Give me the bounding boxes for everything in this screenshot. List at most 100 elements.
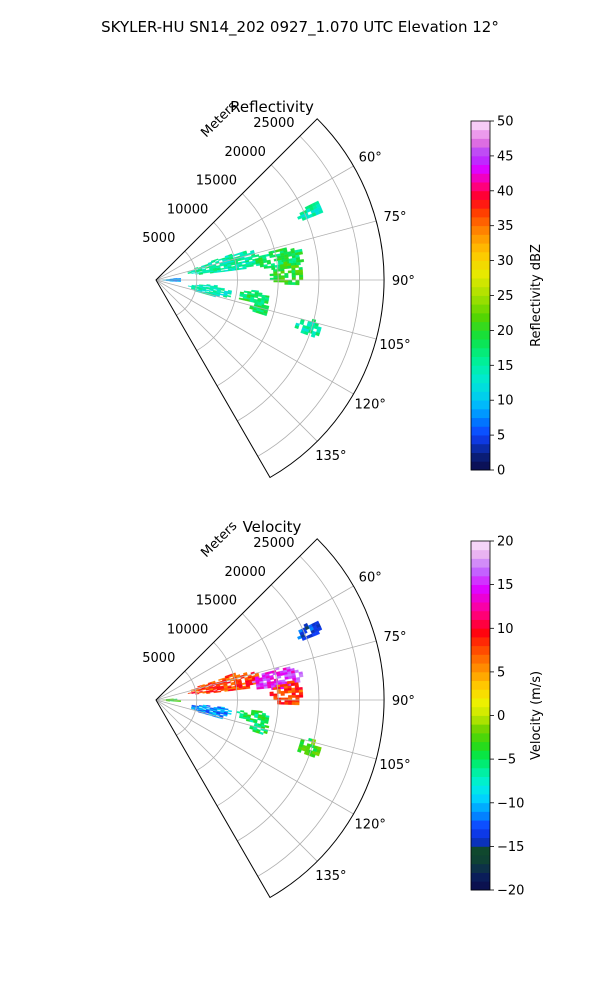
theta-grid-line bbox=[155, 585, 354, 701]
colorbar-tick-label: 25 bbox=[497, 289, 514, 304]
theta-grid-line bbox=[155, 279, 354, 395]
colorbar-band bbox=[471, 837, 490, 847]
echo-cell bbox=[295, 694, 300, 698]
echo-cell bbox=[250, 713, 255, 716]
echo-cell bbox=[294, 325, 300, 330]
figure-suptitle: SKYLER-HU SN14_202 0927_1.070 UTC Elevat… bbox=[101, 18, 499, 37]
colorbar-band bbox=[471, 278, 490, 288]
range-ring bbox=[216, 193, 279, 387]
echo-region bbox=[294, 318, 322, 338]
echo-cell bbox=[226, 295, 232, 298]
echo-cell bbox=[295, 272, 300, 276]
echo-cell bbox=[173, 278, 178, 279]
echo-cell bbox=[265, 253, 270, 257]
theta-tick-label: 120° bbox=[355, 398, 386, 413]
theta-grid-line bbox=[155, 699, 377, 760]
colorbar-band bbox=[471, 461, 490, 471]
echo-cell bbox=[223, 714, 228, 717]
echo-cell bbox=[263, 730, 268, 735]
echo-cell bbox=[169, 280, 174, 282]
echo-cell bbox=[254, 715, 259, 719]
echo-cell bbox=[173, 280, 178, 282]
echo-cell bbox=[263, 686, 268, 689]
colorbar-band bbox=[471, 706, 490, 716]
echo-cell bbox=[266, 261, 272, 265]
velocity-title: Velocity bbox=[243, 518, 302, 536]
echo-cell bbox=[284, 282, 289, 285]
range-tick-label: 15000 bbox=[196, 174, 237, 189]
colorbar-band bbox=[471, 347, 490, 357]
echo-cell bbox=[173, 698, 178, 700]
range-ring bbox=[216, 613, 279, 807]
colorbar-band bbox=[471, 549, 490, 559]
colorbar-tick-label: 20 bbox=[497, 324, 514, 339]
echo-cell bbox=[219, 293, 224, 296]
colorbar-band bbox=[471, 251, 490, 262]
theta-grid-line bbox=[155, 279, 377, 340]
echo-cell bbox=[243, 290, 248, 294]
echo-cell bbox=[258, 710, 263, 714]
colorbar-band bbox=[471, 234, 490, 244]
echo-cell bbox=[295, 282, 300, 286]
colorbar-band bbox=[471, 173, 490, 183]
colorbar-label: Velocity (m/s) bbox=[529, 671, 544, 760]
echo-cell bbox=[297, 748, 302, 753]
echo-cell bbox=[257, 717, 262, 721]
echo-cell bbox=[241, 682, 246, 685]
colorbar-tick-label: 5 bbox=[497, 429, 505, 444]
echo-cell bbox=[298, 689, 303, 693]
echo-cell bbox=[169, 698, 174, 700]
colorbar-band bbox=[471, 400, 490, 410]
echo-cell bbox=[264, 725, 270, 729]
echo-cell bbox=[291, 692, 296, 696]
colorbar-band bbox=[471, 391, 490, 401]
echo-cell bbox=[291, 687, 296, 691]
echo-cell bbox=[287, 270, 292, 274]
echo-cell bbox=[299, 259, 305, 263]
echo-cell bbox=[242, 687, 247, 690]
echo-cell bbox=[299, 694, 304, 698]
colorbar-band bbox=[471, 645, 490, 655]
echo-region bbox=[297, 200, 324, 221]
colorbar-band bbox=[471, 802, 490, 812]
echo-cell bbox=[198, 273, 204, 275]
range-ring bbox=[237, 584, 320, 842]
theta-grid-line bbox=[155, 165, 354, 281]
colorbar-tick-label: 10 bbox=[497, 622, 514, 637]
echo-cell bbox=[276, 691, 281, 694]
echo-cell bbox=[227, 292, 232, 295]
echo-cell bbox=[284, 676, 289, 680]
echo-cell bbox=[296, 262, 301, 266]
colorbar-tick-label: 40 bbox=[497, 184, 514, 199]
echo-region bbox=[238, 289, 270, 306]
echo-cell bbox=[315, 630, 320, 636]
echo-cell bbox=[273, 258, 278, 262]
colorbar-band bbox=[471, 846, 490, 856]
echo-cell bbox=[226, 681, 231, 684]
theta-tick-label: 75° bbox=[383, 210, 406, 225]
colorbar-band bbox=[471, 164, 490, 174]
echo-region bbox=[187, 284, 232, 298]
echo-cell bbox=[275, 249, 280, 253]
echo-cell bbox=[291, 265, 296, 269]
range-ring bbox=[237, 164, 320, 422]
echo-cell bbox=[218, 678, 223, 681]
echo-cell bbox=[276, 675, 282, 679]
colorbar-band bbox=[471, 269, 490, 279]
echo-region bbox=[187, 249, 261, 275]
theta-grid-line bbox=[155, 699, 354, 815]
echo-cell bbox=[254, 295, 259, 299]
colorbar-band bbox=[471, 286, 490, 296]
colorbar-band bbox=[471, 636, 490, 647]
range-tick-label: 10000 bbox=[167, 202, 208, 217]
colorbar-band bbox=[471, 452, 490, 462]
echo-cell bbox=[298, 692, 304, 696]
echo-cell bbox=[288, 675, 293, 680]
echo-cells bbox=[162, 200, 324, 338]
echo-cell bbox=[249, 264, 254, 267]
colorbar-band bbox=[471, 147, 490, 157]
echo-region bbox=[297, 620, 323, 641]
reflectivity-polar-axes: 60° 75° 90° 105° 120° 135° 5000 10000 15000 20000… bbox=[142, 98, 415, 479]
colorbar-band bbox=[471, 671, 490, 682]
colorbar-tick-label: 0 bbox=[497, 709, 505, 724]
